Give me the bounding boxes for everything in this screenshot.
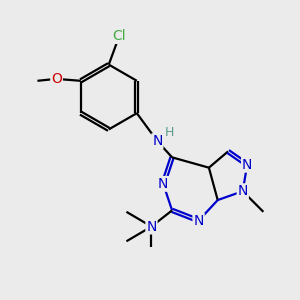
Text: N: N xyxy=(146,220,157,234)
Text: N: N xyxy=(242,158,252,172)
Text: H: H xyxy=(164,126,174,139)
Text: N: N xyxy=(158,177,168,191)
Text: N: N xyxy=(238,184,248,198)
Text: O: O xyxy=(51,72,62,86)
Text: N: N xyxy=(152,134,163,148)
Text: N: N xyxy=(194,214,204,228)
Text: Cl: Cl xyxy=(112,29,126,43)
